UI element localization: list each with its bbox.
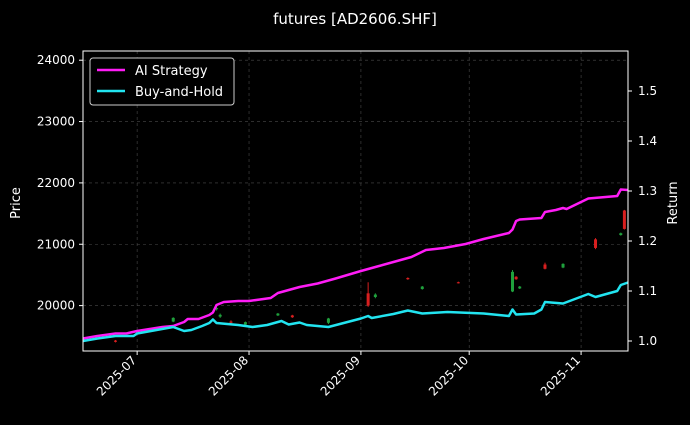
series-line-buy-and-hold: [82, 281, 629, 343]
y-right-tick-label: 1.4: [638, 134, 657, 148]
y-axis-label-left: Price: [9, 187, 24, 219]
legend: AI Strategy Buy-and-Hold: [89, 57, 235, 106]
candle-body: [218, 314, 222, 317]
candle-body: [619, 233, 623, 236]
candle-body: [420, 286, 424, 290]
y-left-tick-label: 22000: [37, 176, 75, 190]
candle-body: [366, 293, 370, 306]
candle-body: [373, 294, 377, 298]
candle-body: [243, 322, 247, 325]
candle-body: [594, 239, 598, 248]
y-right-tick-label: 1.1: [638, 284, 657, 298]
right-y-axis: 1.0 1.1 1.2 1.3 1.4 1.5: [628, 84, 657, 348]
candle-body: [561, 263, 565, 268]
legend-label-buy-and-hold: Buy-and-Hold: [135, 85, 223, 100]
candle-body: [511, 271, 515, 292]
y-right-tick-label: 1.2: [638, 234, 657, 248]
candle-body: [229, 321, 233, 323]
y-right-tick-label: 1.0: [638, 334, 657, 348]
y-left-tick-label: 20000: [37, 299, 75, 313]
candle-body: [514, 276, 518, 280]
candle-body: [215, 308, 219, 310]
y-right-tick-label: 1.5: [638, 84, 657, 98]
candle-body: [113, 340, 117, 342]
candle-body: [543, 264, 547, 269]
series-line-ai-strategy: [82, 188, 629, 340]
y-axis-label-right: Return: [666, 181, 681, 224]
left-y-axis: 20000 21000 22000 23000 24000: [37, 53, 83, 313]
candle-body: [622, 210, 626, 229]
candle-body: [518, 286, 522, 289]
y-left-tick-label: 21000: [37, 237, 75, 251]
candle-body: [326, 318, 330, 323]
legend-box: [89, 57, 235, 106]
candle-body: [171, 317, 175, 322]
chart-title: futures [AD2606.SHF]: [273, 10, 437, 28]
candle-body: [290, 315, 294, 318]
candle-body: [406, 277, 410, 280]
y-left-tick-label: 24000: [37, 53, 75, 67]
legend-label-ai-strategy: AI Strategy: [135, 64, 208, 79]
y-right-tick-label: 1.3: [638, 184, 657, 198]
candle-body: [456, 282, 460, 284]
plot-frame: [82, 50, 629, 352]
candle-body: [276, 313, 280, 316]
y-left-tick-label: 23000: [37, 115, 75, 129]
series-layer: [82, 188, 629, 343]
